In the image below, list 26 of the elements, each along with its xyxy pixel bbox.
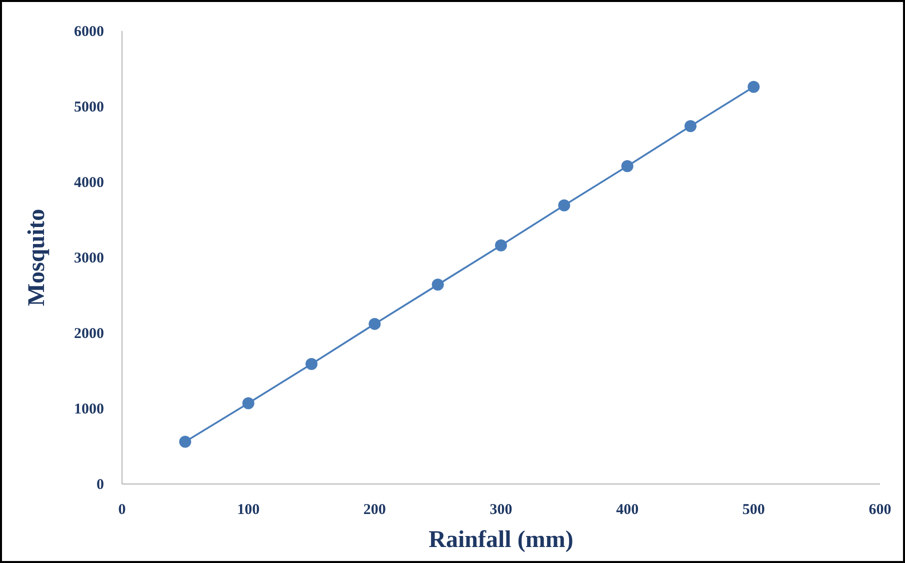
x-tick-label: 300 xyxy=(490,502,512,518)
x-tick-label: 600 xyxy=(868,502,892,518)
point xyxy=(432,278,444,291)
point xyxy=(306,358,318,370)
x-tick-label: 100 xyxy=(237,502,260,518)
point xyxy=(179,436,192,448)
point xyxy=(242,397,254,410)
y-tick-label: 5000 xyxy=(74,100,104,116)
y-tick-label: 1000 xyxy=(74,402,104,418)
x-tick-label: 200 xyxy=(363,502,386,518)
y-tick-label: 4000 xyxy=(74,175,104,191)
x-tick-label: 400 xyxy=(616,502,639,518)
point xyxy=(495,239,507,252)
y-axis-title: Mosquito xyxy=(24,208,50,306)
point xyxy=(684,120,696,132)
point xyxy=(368,318,381,330)
y-tick-label: 3000 xyxy=(74,250,104,266)
point xyxy=(748,80,760,93)
x-tick-label: 500 xyxy=(742,502,765,518)
point xyxy=(558,199,570,212)
point xyxy=(621,160,634,172)
y-tick-label: 0 xyxy=(96,477,104,493)
y-tick-label: 2000 xyxy=(74,326,104,342)
y-tick-label: 6000 xyxy=(74,24,104,40)
x-tick-label: 0 xyxy=(118,502,126,518)
x-axis-title: Rainfall (mm) xyxy=(428,527,574,553)
